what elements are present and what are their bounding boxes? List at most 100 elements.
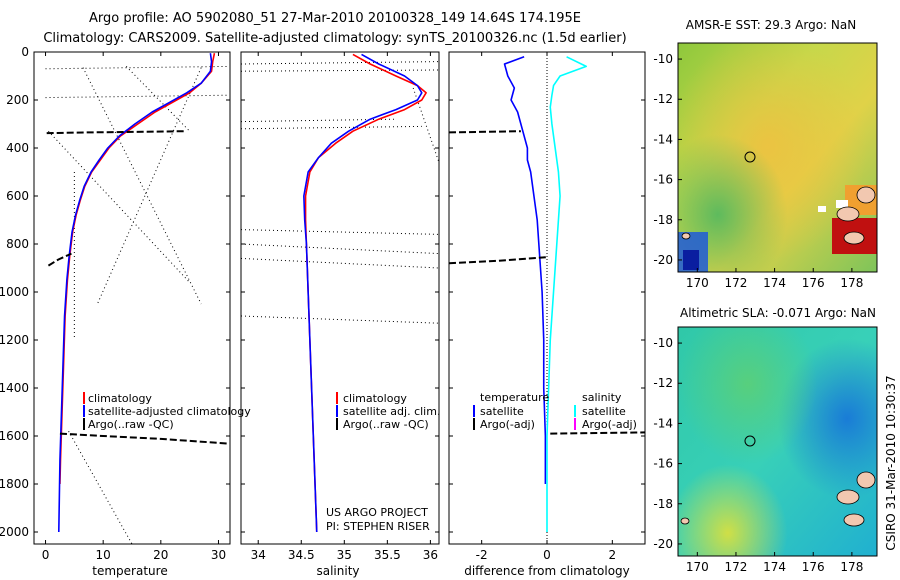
- legend-label-temp-satellite: satellite: [480, 405, 524, 418]
- map-y-tick-label: -10: [653, 336, 673, 350]
- argo-dotted-line: [68, 430, 133, 544]
- sst-map-title: AMSR-E SST: 29.3 Argo: NaN: [686, 18, 856, 32]
- y-tick-label: 400: [6, 141, 29, 155]
- map-y-tick-label: -14: [653, 416, 673, 430]
- map-y-tick-label: -16: [653, 173, 673, 187]
- map-y-tick-label: -16: [653, 457, 673, 471]
- y-tick-label: 1400: [0, 381, 29, 395]
- argo-dotted-line: [412, 87, 439, 163]
- map-x-tick-label: 176: [802, 560, 825, 574]
- x-tick-label: 30: [211, 548, 226, 562]
- y-tick-label: 600: [6, 189, 29, 203]
- legend-label-argo: Argo(..raw -QC): [343, 418, 429, 431]
- map-y-tick-label: -14: [653, 132, 673, 146]
- argo-dotted-line: [96, 67, 202, 305]
- y-tick-label: 800: [6, 237, 29, 251]
- sst-island: [836, 206, 860, 222]
- difference-panel: -2 0 2: [448, 51, 646, 562]
- x-tick-label: 0: [543, 548, 551, 562]
- sst-coastal-pixel: [836, 200, 848, 208]
- map-y-tick-label: -12: [653, 376, 673, 390]
- y-tick-label: 1800: [0, 477, 29, 491]
- sst-argo-marker: [744, 151, 756, 163]
- temperature-frame: [33, 51, 231, 545]
- x-tick-label: 2: [609, 548, 617, 562]
- y-tick-label: 1600: [0, 429, 29, 443]
- sst-map-ticks: 170 172 174 176 178 -10 -12 -14 -16 -18 -20: [653, 52, 863, 290]
- argo-dashed-segment: [46, 130, 184, 135]
- y-tick-label: 2000: [0, 525, 29, 539]
- y-tick-label: 1000: [0, 285, 29, 299]
- x-tick-label: 34.5: [288, 548, 315, 562]
- argo-dotted-line: [241, 315, 439, 324]
- map-y-tick-label: -20: [653, 537, 673, 551]
- map-x-tick-label: 178: [840, 276, 863, 290]
- sla-island: [843, 513, 865, 527]
- legend-label-sal-satellite: satellite: [582, 405, 626, 418]
- temperature-panel: 0 200 400 600 800 1000 1200 1400 1600 1800 2000 0 10…: [0, 45, 231, 562]
- map-x-tick-label: 172: [725, 560, 748, 574]
- map-x-tick-label: 174: [763, 560, 786, 574]
- argo-dotted-line: [241, 257, 439, 269]
- salinity-panel: 34 34.5 35 35.5 36: [240, 51, 440, 562]
- legend-label-climatology: climatology: [343, 392, 407, 405]
- legend-label-satellite: satellite-adjusted climatology: [88, 405, 251, 418]
- argo-dotted-line: [48, 130, 191, 283]
- legend-label-temp-argo: Argo(-adj): [480, 418, 535, 431]
- salinity-xlabel: salinity: [316, 564, 359, 578]
- sst-island: [856, 186, 876, 204]
- x-tick-label: 35.5: [374, 548, 401, 562]
- argo-dotted-line: [241, 61, 439, 65]
- legend-label-sal-argo: Argo(-adj): [582, 418, 637, 431]
- legend-header-salinity: salinity: [582, 391, 622, 404]
- argo-dotted-line: [45, 94, 230, 99]
- salinity-series-climatology: [304, 53, 427, 533]
- salinity-frame: [240, 51, 440, 545]
- sst-island: [681, 232, 691, 240]
- difference-plot-area: [503, 52, 588, 544]
- argo-dotted-line: [241, 229, 439, 235]
- pi-annotation: PI: STEPHEN RISER: [326, 520, 430, 533]
- sla-island: [680, 517, 690, 525]
- x-tick-label: 36: [423, 548, 438, 562]
- sst-coastal-pixel: [818, 206, 826, 212]
- temperature-series-satellite-adjusted-climatology: [57, 53, 213, 533]
- map-x-tick-label: 174: [763, 276, 786, 290]
- sst-island: [843, 231, 865, 245]
- argo-dashed-segment: [59, 432, 231, 445]
- argo-dotted-line: [241, 125, 422, 130]
- sla-map-ticks: 170 172 174 176 178 -10 -12 -14 -16 -18 -20: [653, 336, 863, 574]
- map-x-tick-label: 172: [725, 276, 748, 290]
- argo-dotted-line: [241, 69, 439, 72]
- header-line-1: Argo profile: AO 5902080_51 27-Mar-2010 …: [89, 11, 581, 26]
- map-y-tick-label: -20: [653, 253, 673, 267]
- argo-dotted-line: [241, 243, 439, 255]
- sst-coastal-pixel: [683, 250, 699, 270]
- map-x-tick-label: 170: [686, 276, 709, 290]
- y-tick-label: 1200: [0, 333, 29, 347]
- temperature-xlabel: temperature: [92, 564, 167, 578]
- header-line-2: Climatology: CARS2009. Satellite-adjuste…: [43, 31, 626, 46]
- x-tick-label: -2: [476, 548, 488, 562]
- y-tick-label: 200: [6, 93, 29, 107]
- map-x-tick-label: 178: [840, 560, 863, 574]
- legend-label-argo: Argo(..raw -QC): [88, 418, 174, 431]
- salinity-legend: climatology satellite adj. clim. Argo(..…: [326, 392, 440, 533]
- map-x-tick-label: 176: [802, 276, 825, 290]
- x-tick-label: 0: [42, 548, 50, 562]
- map-y-tick-label: -12: [653, 92, 673, 106]
- x-tick-label: 35: [337, 548, 352, 562]
- project-annotation: US ARGO PROJECT: [326, 506, 428, 519]
- x-tick-label: 10: [96, 548, 111, 562]
- temperature-plot-area: [45, 53, 230, 544]
- argo-dashed-segment: [550, 431, 646, 435]
- sla-argo-marker: [744, 435, 756, 447]
- difference-legend: temperature satellite Argo(-adj) salinit…: [473, 391, 637, 431]
- x-tick-label: 34: [251, 548, 266, 562]
- sla-map: [677, 326, 878, 557]
- map-y-tick-label: -18: [653, 497, 673, 511]
- argo-dotted-line: [45, 65, 230, 70]
- salinity-plot-area: [241, 53, 439, 533]
